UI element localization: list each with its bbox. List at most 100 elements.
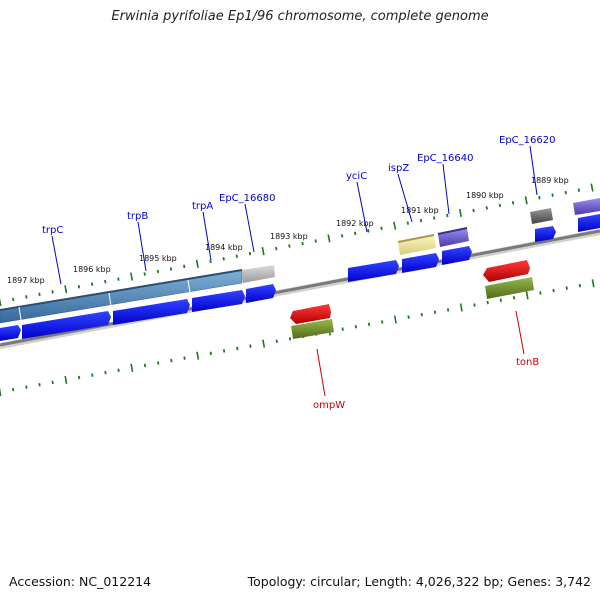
tick-label-1895: 1895 kbp <box>139 254 177 263</box>
inner-ring-minor-tick <box>354 325 358 329</box>
outer-ring-minor-tick <box>38 292 41 297</box>
inner-ring-minor-tick <box>77 375 81 380</box>
outer-ring-minor-tick <box>156 269 160 274</box>
gene-label-ompw[interactable]: ompW <box>313 400 345 411</box>
outer-ring-minor-tick <box>235 254 238 258</box>
inner-ring-major-tick <box>393 315 397 324</box>
outer-ring-minor-tick <box>104 279 107 284</box>
outer-ring-major-tick <box>261 247 265 256</box>
cds-arrow-ep16680[interactable] <box>246 284 276 303</box>
ompw-cds[interactable] <box>291 319 334 339</box>
cds-arrow-ispz[interactable] <box>402 253 439 273</box>
tick-label-1893: 1893 kbp <box>270 232 308 241</box>
outer-ring-minor-tick <box>406 221 410 225</box>
outer-ring-minor-tick <box>248 251 252 256</box>
ompw-feature[interactable] <box>290 304 331 324</box>
outer-ring-major-tick <box>130 272 134 281</box>
gene-label-ispz[interactable]: ispZ <box>388 163 409 174</box>
outer-ring-minor-tick <box>485 206 488 210</box>
trp-divider-1 <box>18 306 22 321</box>
genome-stats-label: Topology: circular; Length: 4,026,322 bp… <box>247 574 591 589</box>
ispz-feature[interactable] <box>398 235 436 255</box>
inner-ring-minor-tick <box>117 368 120 372</box>
cds-arrow-ep16640[interactable] <box>442 246 472 265</box>
outer-ring-minor-tick <box>12 297 15 302</box>
outer-ring-minor-tick <box>301 241 304 246</box>
cds-arrow-trpc[interactable] <box>22 311 111 339</box>
outer-ring-major-tick <box>393 221 397 230</box>
feature-bars-reverse <box>290 260 534 339</box>
gene-label-tonb[interactable]: tonB <box>516 357 539 368</box>
gene-label-trpc[interactable]: trpC <box>42 225 63 236</box>
cds-arrow-left-edge[interactable] <box>0 325 21 341</box>
inner-ring-minor-tick <box>367 322 371 327</box>
inner-ring-minor-tick <box>486 300 489 305</box>
ep16620-gray-feature[interactable] <box>530 208 553 224</box>
tick-label-1896: 1896 kbp <box>73 265 111 274</box>
inner-ring-minor-tick <box>236 346 239 351</box>
cds-arrow-trpa[interactable] <box>192 290 245 312</box>
cds-arrow-right-edge[interactable] <box>578 214 600 232</box>
inner-ring-minor-tick <box>341 327 344 331</box>
outer-ring-minor-tick <box>90 282 94 286</box>
ep16680-feature[interactable] <box>242 265 275 283</box>
outer-ring-minor-tick <box>51 290 54 294</box>
inner-ring-minor-tick <box>565 286 568 290</box>
outer-ring-minor-tick <box>117 277 120 281</box>
inner-ring-minor-tick <box>170 358 173 363</box>
outer-ring-minor-tick <box>446 213 449 218</box>
gene-label-trpa[interactable]: trpA <box>192 201 213 212</box>
outer-ring-minor-tick <box>511 201 515 205</box>
inner-ring-minor-tick <box>539 291 542 295</box>
inner-ring-minor-tick <box>381 320 384 324</box>
inner-ring-major-tick <box>525 291 529 300</box>
cds-arrow-ep16620[interactable] <box>535 226 556 242</box>
inner-ring-minor-tick <box>433 310 437 314</box>
outer-ring-minor-tick <box>183 264 186 269</box>
outer-ring-minor-tick <box>209 259 212 264</box>
outer-ring-minor-tick <box>380 226 383 230</box>
outer-ring-minor-tick <box>419 218 423 223</box>
inner-ring-minor-tick <box>25 385 28 389</box>
tonb-cds[interactable] <box>485 277 534 299</box>
inner-ring-major-tick <box>64 375 68 385</box>
inner-ring-minor-tick <box>104 370 107 375</box>
inner-ring-minor-tick <box>183 356 186 360</box>
cds-arrows-forward <box>0 214 600 341</box>
outer-ring-minor-tick <box>169 267 173 271</box>
gene-label-epc-16620[interactable]: EpC_16620 <box>499 135 555 146</box>
outer-ring-minor-tick <box>577 188 581 192</box>
ep16620-purple-feature[interactable] <box>573 198 600 215</box>
cds-arrow-trpb[interactable] <box>113 299 190 325</box>
inner-ring-minor-tick <box>209 351 213 356</box>
inner-ring-minor-tick <box>473 303 476 307</box>
outer-ring-minor-tick <box>77 285 81 289</box>
outer-ring-minor-tick <box>538 195 541 200</box>
gene-label-trpb[interactable]: trpB <box>127 211 148 222</box>
gene-label-ycic[interactable]: yciC <box>346 171 367 182</box>
gene-label-epc-16640[interactable]: EpC_16640 <box>417 153 473 164</box>
inner-ring-major-tick <box>196 351 200 360</box>
inner-ring-major-tick <box>130 363 134 372</box>
outer-ring-minor-tick <box>498 203 502 208</box>
outer-ring-minor-tick <box>367 229 370 233</box>
outer-ring-minor-tick <box>314 239 317 243</box>
inner-ring-minor-tick <box>222 349 226 353</box>
gene-label-epc-16680[interactable]: EpC_16680 <box>219 193 275 204</box>
tick-label-1891: 1891 kbp <box>401 206 439 215</box>
tonb-feature[interactable] <box>483 260 530 282</box>
outer-ring-minor-tick <box>564 190 567 195</box>
outer-ring-minor-tick <box>143 272 146 276</box>
outer-ring-minor-tick <box>433 216 436 220</box>
inner-ring-major-tick <box>591 279 595 288</box>
outer-ring-major-tick <box>458 208 462 218</box>
inner-ring-minor-tick <box>446 308 450 312</box>
outer-ring-major-tick <box>64 285 68 294</box>
cds-arrow-ycic[interactable] <box>348 260 399 282</box>
outer-ring-minor-tick <box>340 234 344 238</box>
inner-ring-minor-tick <box>91 373 94 377</box>
inner-ring-minor-tick <box>51 380 54 385</box>
inner-ring-minor-tick <box>275 339 278 343</box>
tick-label-1892: 1892 kbp <box>336 219 374 228</box>
